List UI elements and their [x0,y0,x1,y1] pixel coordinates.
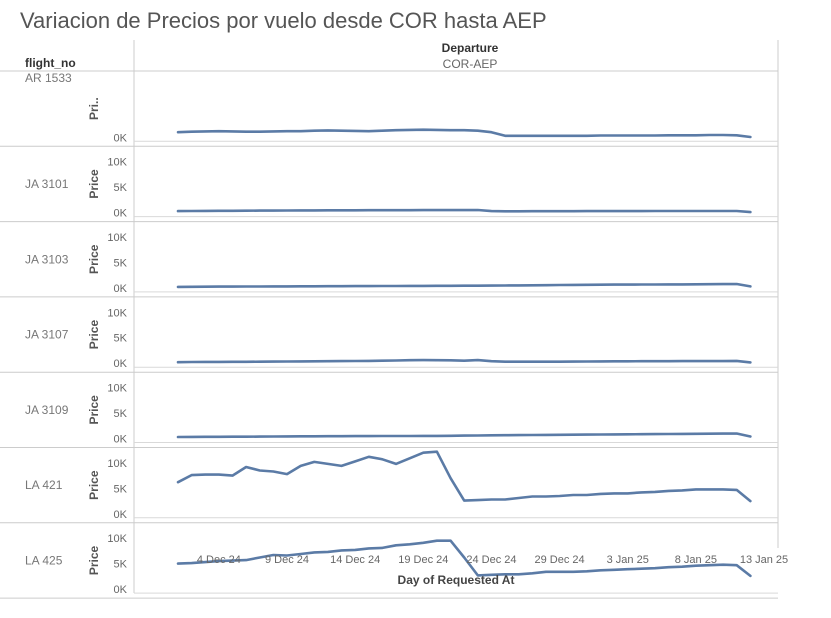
x-tick-label: 13 Jan 25 [740,554,788,566]
column-header: Departure [442,41,499,55]
series-line-ja-3109 [176,432,752,439]
y-tick-label: 5K [114,333,128,345]
series-line-ja-3107 [176,358,752,364]
y-tick-label: 5K [114,257,128,269]
y-axis-title: Price [87,470,101,500]
y-tick-label: 10K [107,232,127,244]
row-label-ja-3103: JA 3103 [25,252,69,266]
y-axis-title: Price [87,320,101,350]
y-tick-label: 0K [114,434,128,446]
series-line-ar-1533 [176,128,752,139]
row-label-ar-1533: AR 1533 [25,71,72,85]
row-label-ja-3109: JA 3109 [25,403,69,417]
series-line-la-425 [176,539,752,578]
y-tick-label: 0K [114,132,128,144]
series-line-la-421 [176,450,752,503]
y-tick-label: 0K [114,208,128,220]
y-tick-label: 0K [114,584,128,596]
y-tick-label: 5K [114,559,128,571]
y-tick-label: 10K [107,157,127,169]
y-axis-title: Price [87,545,101,575]
row-label-ja-3101: JA 3101 [25,177,69,191]
y-tick-label: 0K [114,358,128,370]
y-tick-label: 5K [114,182,128,194]
y-tick-label: 5K [114,408,128,420]
row-label-la-421: LA 421 [25,478,63,492]
y-tick-label: 10K [107,458,127,470]
row-label-ja-3107: JA 3107 [25,328,69,342]
y-tick-label: 10K [107,533,127,545]
y-axis-title: Pri.. [87,97,101,120]
row-header: flight_no [25,56,76,70]
x-tick-label: 8 Jan 25 [675,554,717,566]
y-tick-label: 10K [107,383,127,395]
y-axis-title: Price [87,244,101,274]
x-axis-title: Day of Requested At [398,573,515,587]
chart-title: Variacion de Precios por vuelo desde COR… [20,8,547,33]
y-axis-title: Price [87,169,101,199]
x-tick-label: 19 Dec 24 [398,554,448,566]
x-tick-label: 24 Dec 24 [466,554,516,566]
series-line-ja-3103 [176,282,752,289]
y-tick-label: 0K [114,283,128,295]
x-tick-label: 29 Dec 24 [535,554,585,566]
x-tick-label: 9 Dec 24 [265,554,309,566]
x-tick-label: 3 Jan 25 [607,554,649,566]
row-label-la-425: LA 425 [25,553,63,567]
y-tick-label: 5K [114,483,128,495]
y-tick-label: 10K [107,307,127,319]
x-tick-label: 4 Dec 24 [197,554,241,566]
x-tick-label: 14 Dec 24 [330,554,380,566]
y-axis-title: Price [87,395,101,425]
y-tick-label: 0K [114,509,128,521]
column-value: COR-AEP [443,57,498,71]
series-line-ja-3101 [176,208,752,214]
